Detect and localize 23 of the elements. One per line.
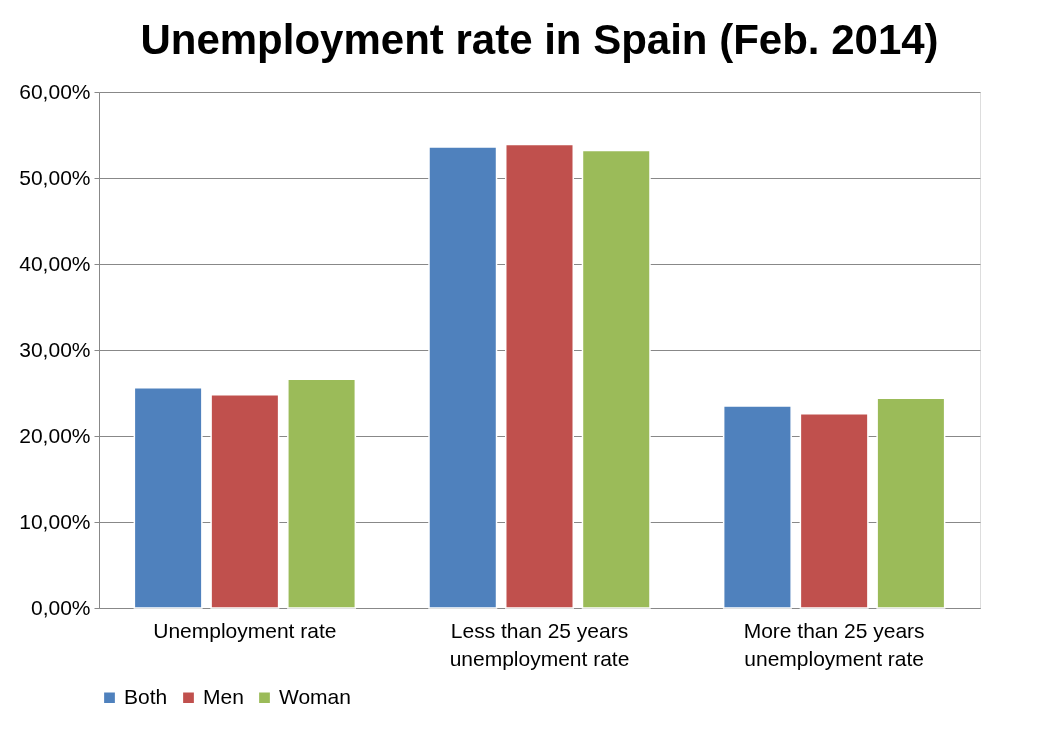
x-tick-label: Unemployment rate	[153, 618, 337, 642]
bar	[428, 146, 498, 609]
bar	[876, 397, 946, 609]
legend-label: Men	[203, 684, 244, 708]
y-tick-label: 40,00%	[19, 251, 91, 275]
bar	[799, 412, 869, 609]
legend-label: Both	[124, 684, 168, 708]
bar	[581, 149, 651, 609]
legend-label: Woman	[279, 684, 351, 708]
bar	[722, 405, 792, 609]
x-tick-label: Less than 25 years unemployment rate	[449, 618, 630, 670]
y-tick-label: 20,00%	[19, 423, 91, 447]
y-tick-label: 30,00%	[19, 337, 91, 361]
y-tick-label: 10,00%	[19, 509, 91, 533]
bar	[504, 143, 575, 609]
y-tick-label: 60,00%	[19, 79, 91, 103]
y-tick-label: 0,00%	[30, 595, 91, 619]
bar	[287, 378, 357, 609]
bar	[133, 387, 203, 609]
bar	[210, 393, 280, 609]
y-tick-label: 50,00%	[19, 165, 91, 189]
x-tick-label: More than 25 years unemployment rate	[743, 618, 925, 670]
chart-title: Unemployment rate in Spain (Feb. 2014)	[140, 16, 939, 63]
